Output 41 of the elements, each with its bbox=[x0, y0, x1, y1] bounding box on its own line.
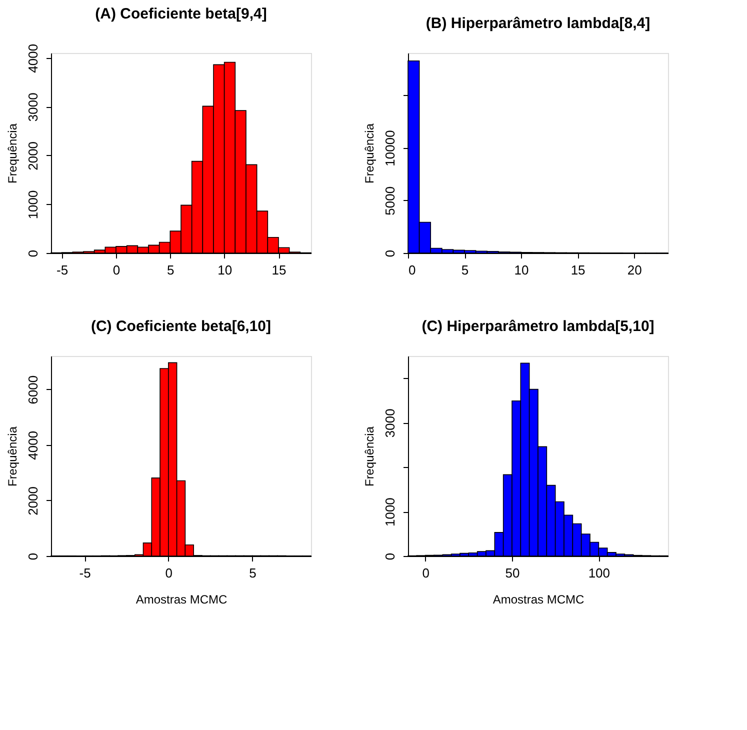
y-tick-label: 3000 bbox=[382, 408, 398, 438]
y-tick-label: 1000 bbox=[26, 190, 40, 220]
x-tick-label: 0 bbox=[165, 566, 173, 580]
chart-title: (C) Coeficiente beta[6,10] bbox=[90, 318, 272, 335]
y-tick-label: 2000 bbox=[26, 141, 40, 170]
x-tick-label: 5 bbox=[249, 566, 256, 580]
y-tick-label: 0 bbox=[382, 552, 398, 560]
x-tick-label: 10 bbox=[218, 262, 232, 278]
chart-title: (A) Coeficiente beta[9,4] bbox=[95, 5, 267, 22]
x-axis-title: Amostras MCMC bbox=[492, 592, 584, 606]
x-tick-label: 20 bbox=[627, 262, 642, 278]
y-tick-label: 4000 bbox=[26, 430, 40, 460]
y-tick-label: 6000 bbox=[26, 375, 40, 404]
x-tick-label: 100 bbox=[588, 566, 610, 580]
x-axis-title: Amostras MCMC bbox=[136, 592, 228, 606]
y-tick-label: 10000 bbox=[382, 130, 398, 166]
y-tick-label: 3000 bbox=[26, 92, 40, 122]
x-tick-label: 10 bbox=[514, 262, 529, 278]
chart-title: (C) Hiperparâmetro lambda[5,10] bbox=[422, 318, 654, 335]
y-tick-label: 0 bbox=[382, 250, 398, 258]
y-tick-label: 5000 bbox=[382, 186, 398, 216]
x-tick-label: 50 bbox=[505, 566, 520, 580]
x-tick-label: 5 bbox=[461, 262, 469, 278]
y-axis-title: Frequência bbox=[6, 426, 20, 487]
x-tick-label: 0 bbox=[112, 262, 120, 278]
y-axis-title: Frequência bbox=[6, 123, 20, 184]
y-axis-title: Frequência bbox=[362, 123, 376, 184]
y-tick-label: 2000 bbox=[26, 486, 40, 516]
y-tick-label: 0 bbox=[26, 250, 40, 258]
x-tick-label: -5 bbox=[79, 566, 91, 580]
y-tick-label: 0 bbox=[26, 552, 40, 560]
x-tick-label: -5 bbox=[56, 262, 68, 278]
chart-title: (B) Hiperparâmetro lambda[8,4] bbox=[426, 15, 650, 32]
y-axis-title: Frequência bbox=[362, 426, 376, 487]
x-tick-label: 0 bbox=[422, 566, 430, 580]
y-tick-label: 1000 bbox=[382, 498, 398, 527]
x-tick-label: 15 bbox=[272, 262, 286, 278]
y-tick-label: 4000 bbox=[26, 44, 40, 73]
x-tick-label: 15 bbox=[570, 262, 586, 278]
x-tick-label: 0 bbox=[408, 262, 416, 278]
x-tick-label: 5 bbox=[167, 262, 174, 278]
